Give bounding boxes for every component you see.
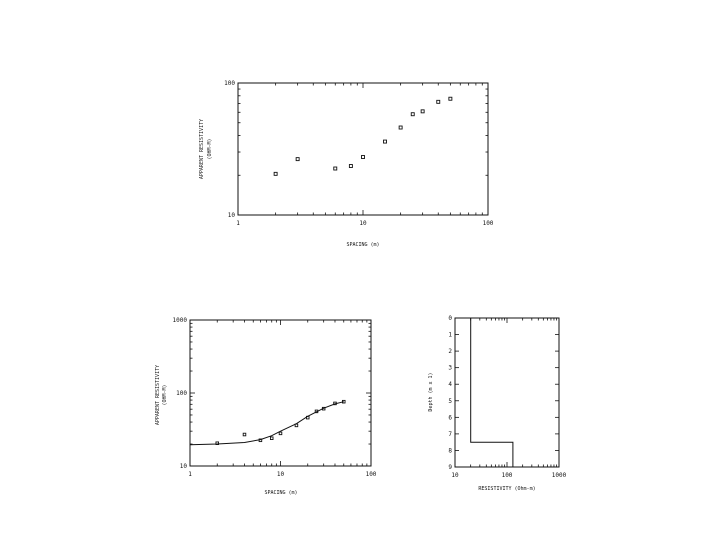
top-data-point	[436, 99, 441, 104]
model-depth-tick-labels: 0 1 2 3 4 5 6 7 8 9	[448, 315, 452, 471]
model-y-axis-label: Depth (m x 1)	[428, 372, 434, 411]
model-x-tick-100: 100	[502, 472, 513, 479]
model-axis-ticks	[454, 317, 560, 468]
bottom-left-data-point	[342, 399, 346, 404]
top-data-point	[420, 109, 425, 114]
top-x-tick-10: 10	[359, 220, 367, 227]
top-data-point	[333, 166, 338, 171]
bottom-left-data-point	[278, 431, 283, 436]
top-data-point	[383, 139, 387, 144]
bottom-left-data-point	[215, 441, 219, 445]
bottom-left-x-tick-100: 100	[366, 471, 377, 478]
bottom-left-data-point	[321, 406, 326, 411]
bottom-left-y-tick-10: 10	[180, 463, 188, 470]
bottom-left-x-tick-10: 10	[277, 471, 285, 478]
top-data-point	[348, 164, 353, 168]
bottom-left-axis-ticks	[189, 319, 372, 467]
bottom-left-data-point	[333, 401, 337, 406]
model-resistivity-profile	[470, 318, 514, 467]
resistivity-depth-model-chart: 10 100 1000 0 1 2 3 4 5 6 7 8 9 RESISTIV…	[428, 315, 567, 492]
model-depth-tick: 5	[448, 398, 452, 405]
model-depth-tick: 6	[448, 414, 452, 421]
bottom-left-data-points	[215, 399, 346, 445]
model-depth-tick: 8	[448, 447, 452, 454]
bottom-left-y-tick-1000: 1000	[173, 317, 188, 324]
top-data-points	[273, 96, 453, 176]
bottom-left-sounding-chart: 1 10 100 10 100 1000 SPACING (m) APPAREN…	[155, 317, 377, 496]
bottom-left-data-point	[258, 438, 263, 443]
bottom-left-y-axis-label-line1: APPARENT RESISTIVITY	[155, 365, 161, 425]
bottom-left-data-point	[305, 415, 310, 420]
model-depth-tick: 9	[448, 464, 452, 471]
model-x-tick-10: 10	[451, 472, 459, 479]
top-x-tick-100: 100	[483, 220, 494, 227]
top-data-point	[398, 125, 403, 130]
top-data-point	[361, 155, 365, 159]
top-data-point	[448, 96, 453, 101]
model-depth-tick: 4	[448, 381, 452, 388]
bottom-left-data-point	[242, 432, 247, 437]
bottom-left-fitted-curve	[189, 401, 344, 446]
top-y-axis-label-line2: (OHM-M)	[207, 138, 213, 159]
bottom-left-x-tick-1: 1	[188, 471, 192, 478]
top-data-point	[273, 171, 278, 176]
bottom-left-y-axis-label-line2: (OHM-M)	[162, 384, 168, 405]
top-y-tick-10: 10	[228, 212, 236, 219]
model-depth-tick: 3	[448, 365, 452, 372]
bottom-left-data-point	[294, 423, 299, 428]
bottom-left-data-point	[269, 436, 274, 440]
top-y-tick-100: 100	[224, 80, 235, 87]
top-sounding-chart: 1 10 100 10 100 SPACING (m) APPARENT RES…	[199, 80, 494, 248]
model-depth-tick: 2	[448, 348, 452, 355]
top-y-axis-label-line1: APPARENT RESISTIVITY	[199, 119, 205, 179]
top-axis-ticks	[237, 82, 489, 216]
model-depth-tick: 1	[448, 332, 452, 339]
bottom-left-y-tick-100: 100	[176, 390, 187, 397]
bottom-left-x-axis-label: SPACING (m)	[264, 490, 297, 496]
top-x-axis-label: SPACING (m)	[346, 242, 379, 248]
model-depth-tick: 7	[448, 431, 452, 438]
top-plot-frame	[237, 82, 489, 216]
top-data-point	[295, 157, 300, 162]
model-x-tick-1000: 1000	[552, 472, 567, 479]
model-x-axis-label: RESISTIVITY (Ohm-m)	[478, 486, 535, 492]
model-depth-tick: 0	[448, 315, 452, 322]
top-data-point	[410, 112, 415, 117]
bottom-left-data-point	[314, 409, 319, 414]
top-x-tick-1: 1	[236, 220, 240, 227]
